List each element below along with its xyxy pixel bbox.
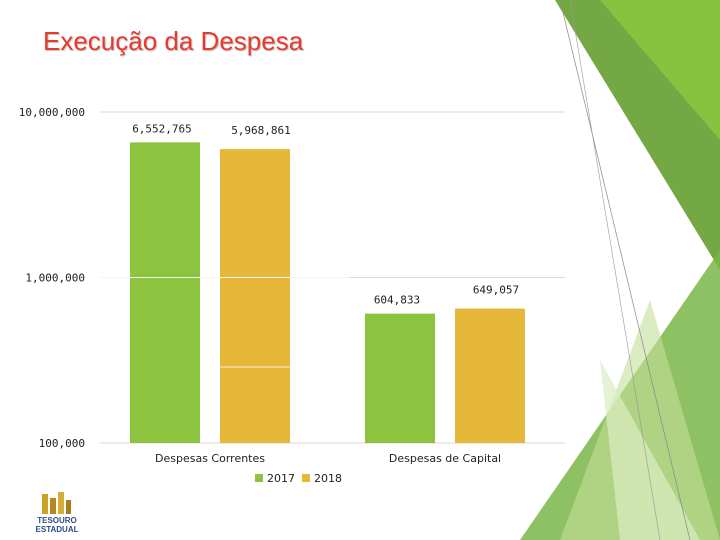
decoration-line [569, 0, 661, 540]
y-tick-label: 10,000,000 [19, 106, 85, 119]
y-tick-label: 1,000,000 [25, 272, 85, 285]
data-label: 649,057 [473, 284, 519, 297]
decoration-line [559, 0, 691, 540]
legend-label: 2018 [314, 472, 342, 485]
logo-text-2: ESTADUAL [36, 525, 79, 534]
legend-label: 2017 [267, 472, 295, 485]
slide-title: Execução da Despesa [43, 26, 304, 56]
tesouro-estadual-logo: TESOURO ESTADUAL [36, 492, 79, 534]
logo-text-1: TESOURO [37, 516, 77, 525]
category-label: Despesas Correntes [155, 452, 265, 465]
category-label: Despesas de Capital [389, 452, 501, 465]
bar-2017 [130, 142, 200, 444]
data-label: 5,968,861 [231, 124, 291, 137]
bar-2018 [455, 308, 525, 443]
data-label: 604,833 [374, 294, 420, 307]
decoration-triangle-pale-2 [600, 360, 700, 540]
data-label: 6,552,765 [132, 122, 192, 135]
legend-swatch [302, 474, 310, 482]
legend-swatch [255, 474, 263, 482]
decoration-triangle-light [600, 0, 720, 140]
y-tick-label: 100,000 [39, 437, 85, 450]
bar-2018 [220, 149, 290, 443]
bar-2017 [365, 313, 435, 443]
